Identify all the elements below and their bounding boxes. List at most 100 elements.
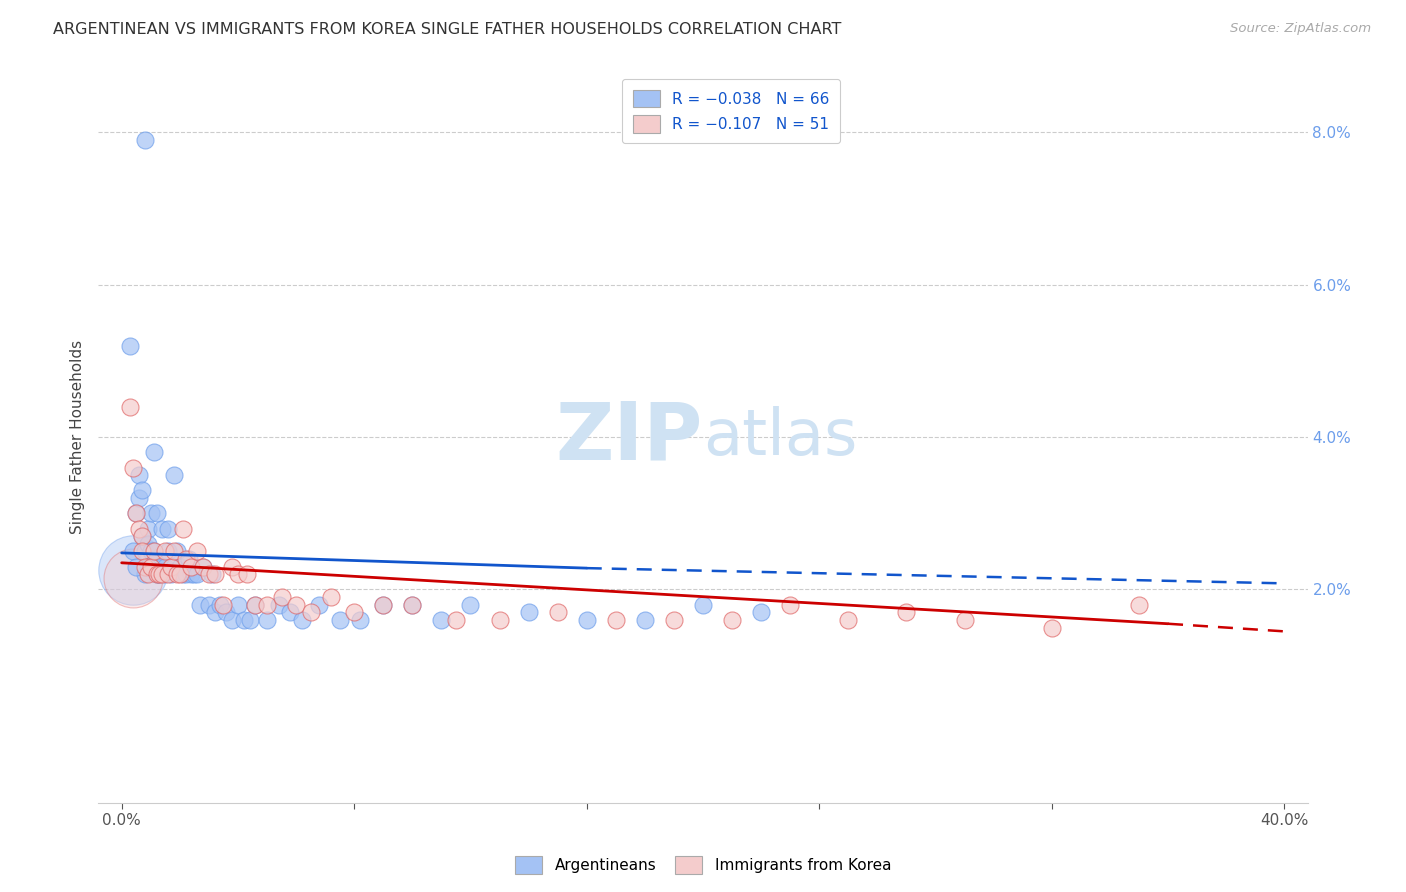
Point [136,559,159,574]
Point [278,605,301,619]
Point [128,491,150,505]
Point [349,613,371,627]
Point [779,598,801,612]
Point [547,605,569,619]
Point [221,559,243,574]
Point [139,544,162,558]
Point [136,521,159,535]
Point [749,605,772,619]
Point [896,605,918,619]
Point [235,567,257,582]
Point [163,559,186,574]
Point [373,598,395,612]
Point [145,567,167,582]
Point [285,598,308,612]
Point [166,544,188,558]
Point [186,544,208,558]
Point [401,598,423,612]
Point [150,521,173,535]
Point [128,521,150,535]
Point [136,537,159,551]
Point [166,567,188,582]
Point [134,567,156,582]
Point [139,506,162,520]
Point [401,598,423,612]
Point [150,559,173,574]
Point [460,598,482,612]
Point [245,598,267,612]
Point [131,483,153,498]
Point [172,521,194,535]
Point [122,563,145,577]
Point [692,598,714,612]
Point [180,559,202,574]
Point [142,544,165,558]
Point [150,567,173,582]
Point [131,529,153,543]
Text: atlas: atlas [703,406,858,468]
Point [134,133,156,147]
Point [299,605,322,619]
Point [221,613,243,627]
Point [125,559,148,574]
Point [122,460,145,475]
Point [120,400,142,414]
Point [155,567,177,582]
Point [444,613,467,627]
Point [239,613,262,627]
Point [169,559,191,574]
Text: ARGENTINEAN VS IMMIGRANTS FROM KOREA SINGLE FATHER HOUSEHOLDS CORRELATION CHART: ARGENTINEAN VS IMMIGRANTS FROM KOREA SIN… [53,22,842,37]
Point [157,544,180,558]
Point [163,544,186,558]
Point [155,544,177,558]
Point [232,613,254,627]
Point [837,613,859,627]
Point [488,613,510,627]
Y-axis label: Single Father Households: Single Father Households [69,340,84,534]
Text: ZIP: ZIP [555,398,703,476]
Point [308,598,330,612]
Point [174,552,197,566]
Point [177,552,200,566]
Point [517,605,540,619]
Point [180,567,202,582]
Point [120,339,142,353]
Point [1128,598,1150,612]
Point [204,567,226,582]
Point [191,559,214,574]
Point [662,613,685,627]
Point [605,613,627,627]
Text: Source: ZipAtlas.com: Source: ZipAtlas.com [1230,22,1371,36]
Point [721,613,744,627]
Point [122,571,145,585]
Legend: Argentineans, Immigrants from Korea: Argentineans, Immigrants from Korea [509,850,897,880]
Point [215,605,238,619]
Point [329,613,352,627]
Point [172,567,194,582]
Point [226,567,249,582]
Point [174,567,197,582]
Point [157,521,180,535]
Point [204,605,226,619]
Point [291,613,314,627]
Point [212,598,235,612]
Point [155,559,177,574]
Point [148,567,170,582]
Point [188,598,211,612]
Point [160,567,183,582]
Point [430,613,453,627]
Point [157,567,180,582]
Point [169,567,191,582]
Point [1040,621,1063,635]
Point [198,598,221,612]
Point [148,567,170,582]
Point [267,598,290,612]
Point [125,506,148,520]
Point [343,605,366,619]
Point [125,506,148,520]
Point [256,598,278,612]
Point [634,613,657,627]
Point [134,544,156,558]
Point [319,590,342,604]
Point [139,559,162,574]
